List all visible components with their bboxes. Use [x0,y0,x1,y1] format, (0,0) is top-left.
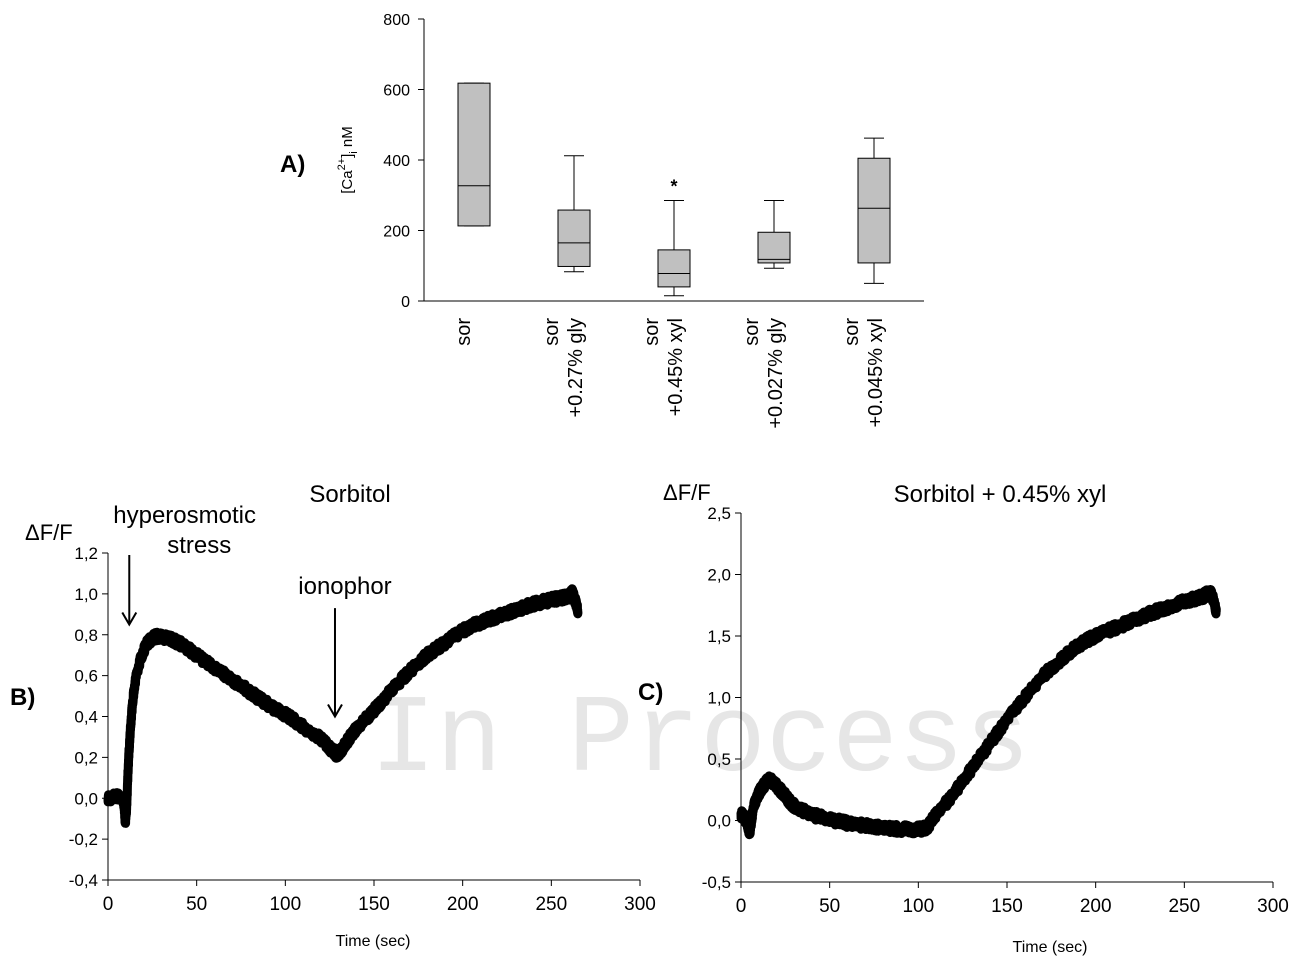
panel-b-xtick-label: 100 [269,894,301,915]
panel-a-ytick-label: 0 [401,294,410,311]
panel-b-annotation-text: stress [167,532,231,559]
panel-c-ytick-label: 1,5 [707,627,731,646]
panel-c-xtick-label: 0 [736,896,747,917]
panel-b-ytick-label: 0,8 [74,626,98,645]
panel-b-ytick-label: 0,4 [74,708,98,727]
panel-b-xtick-label: 300 [624,894,656,915]
panel-b-xtick-label: 50 [186,894,207,915]
panel-b-annotation-text: hyperosmotic [113,502,256,529]
panel-a-ytick-label: 800 [383,12,410,29]
panel-a-ytick-label: 400 [383,153,410,170]
panel-a-category-label: sor [841,318,863,346]
panel-c-ytick-label: 0,5 [707,750,731,769]
panel-c-line-chart: C) Sorbitol + 0.45% xyl ΔF/F Time (sec) … [638,480,1289,956]
panel-b-ytick-label: 0,2 [74,748,98,767]
panel-a-category-label: +0.27% gly [565,318,587,418]
panel-a-box [457,82,491,227]
panel-a-ylabel: [Ca2+]i nM [336,126,360,194]
panel-a-category-label: sor [541,318,563,346]
panel-b-xtick-label: 0 [103,894,114,915]
panel-c-xtick-label: 100 [902,896,934,917]
panel-b-line-chart: B) Sorbitol ΔF/F Time (sec) -0,4 -0,2 0,0 0… [10,481,656,950]
panel-c-label: C) [638,679,663,706]
panel-c-ytick-label: 2,5 [707,504,731,523]
panel-c-xlabel: Time (sec) [1013,939,1088,956]
panel-a-ytick-label: 600 [383,83,410,100]
panel-b-annotation-arrowhead [121,612,138,627]
panel-b-annotation-arrowhead [327,703,343,719]
panel-c-ytick-label: 0,0 [707,812,731,831]
panel-c-series-noise [739,589,1218,837]
panel-b-ytick-label: 1,2 [74,544,98,563]
panel-b-annotation-text: ionophor [298,573,391,600]
panel-a-box [657,249,691,288]
watermark-text: In Process [370,679,1030,804]
panel-c-xtick-label: 250 [1168,896,1200,917]
panel-b-ytick-label: -0,2 [69,830,98,849]
panel-b-label: B) [10,684,35,711]
panel-c-xtick-label: 300 [1257,896,1289,917]
panel-b-ytick-label: 0,0 [74,789,98,808]
panel-c-ylabel: ΔF/F [663,480,711,505]
panel-a-category-label: sor [453,318,475,346]
panel-a-category-label: +0.027% gly [765,318,787,429]
panel-c-title: Sorbitol + 0.45% xyl [894,481,1107,508]
panel-a-category-label: sor [641,318,663,346]
panel-b-xlabel: Time (sec) [336,933,411,950]
panel-c-ytick-label: 1,0 [707,689,731,708]
panel-a-significance-marker: * [670,177,677,197]
panel-c-xtick-label: 50 [819,896,840,917]
panel-c-ytick-label: 2,0 [707,566,731,585]
panel-a-category-label: sor [741,318,763,346]
panel-c-xtick-label: 150 [991,896,1023,917]
panel-b-ylabel: ΔF/F [25,520,73,545]
panel-b-ytick-label: -0,4 [69,871,98,890]
panel-c-xtick-label: 200 [1080,896,1112,917]
panel-b-ytick-label: 1,0 [74,585,98,604]
panel-b-xtick-label: 250 [535,894,567,915]
panel-a-box [857,157,891,264]
panel-a-box [757,231,791,264]
panel-b-ytick-label: 0,6 [74,667,98,686]
panel-a-category-label: +0.045% xyl [865,318,887,428]
panel-b-xtick-label: 150 [358,894,390,915]
panel-a-category-label: +0.45% xyl [665,318,687,416]
panel-a-box [557,209,591,267]
panel-b-series-noise [106,588,579,824]
panel-a-label: A) [280,151,305,178]
panel-c-ytick-label: -0,5 [702,873,731,892]
panel-b-xtick-label: 200 [447,894,479,915]
panel-b-title: Sorbitol [309,481,390,508]
panel-a-ytick-label: 200 [383,224,410,241]
